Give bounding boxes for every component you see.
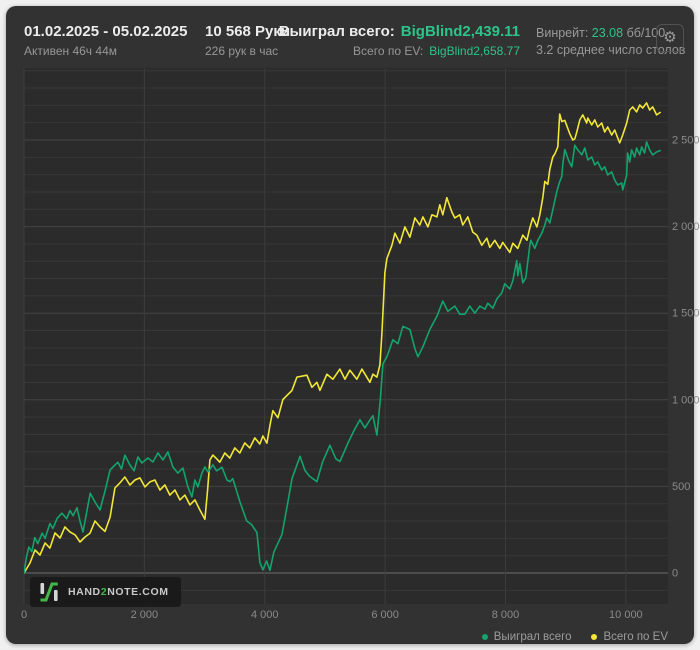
plot-background: [24, 68, 668, 604]
x-tick-label: 4 000: [251, 609, 279, 621]
legend-item-won-total[interactable]: Выиграл всего: [481, 631, 572, 643]
y-tick-label: 0: [672, 568, 678, 580]
legend-item-ev-total[interactable]: Всего по EV: [591, 631, 668, 643]
x-tick-label: 0: [21, 609, 27, 621]
avg-tables: 3.2 среднее число столов: [536, 43, 686, 57]
x-tick-label: 6 000: [371, 609, 399, 621]
hand2note-logo-icon: [40, 582, 58, 602]
winrate-label: Винрейт:: [536, 26, 589, 40]
watermark-text: HAND2NOTE.COM: [68, 586, 169, 598]
y-tick-label: 1 500: [672, 308, 700, 320]
legend-dot-yellow: [591, 634, 598, 640]
legend-label-ev-total: Всего по EV: [603, 631, 668, 643]
won-total-label: Выиграл всего:: [278, 23, 395, 40]
winrate-block: Винрейт: 23.08 бб/100 3.2 среднее число …: [536, 25, 685, 58]
y-tick-label: 1 000: [672, 394, 700, 406]
x-tick-label: 2 000: [131, 609, 159, 621]
series-line-ev-total: [24, 102, 661, 574]
legend-label-won-total: Выиграл всего: [493, 631, 572, 643]
hands-total: 10 568 Руки: [205, 23, 291, 40]
series-line-won-total: [24, 141, 661, 574]
settings-button[interactable]: ⚙: [656, 24, 684, 52]
ev-total-label: Всего по EV:: [353, 44, 424, 58]
y-tick-label: 500: [672, 481, 690, 493]
session-date-block: 01.02.2025 - 05.02.2025 Активен 46ч 44м: [24, 22, 187, 59]
chart-legend: Выиграл всего Всего по EV: [481, 631, 668, 643]
winrate-units: бб/100: [626, 26, 666, 40]
y-tick-label: 2 000: [672, 221, 700, 233]
won-total-value: BigBlind2,439.11: [400, 23, 520, 40]
gear-icon: ⚙: [663, 29, 677, 46]
winnings-block: Выиграл всего: BigBlind2,439.11 Всего по …: [279, 22, 520, 59]
x-tick-label: 10 000: [609, 609, 643, 621]
active-time: Активен 46ч 44м: [24, 44, 117, 58]
hands-block: 10 568 Руки 226 рук в час: [205, 22, 290, 59]
winrate-value: 23.08: [591, 26, 624, 40]
y-tick-label: 2 500: [672, 135, 700, 147]
hand2note-watermark: HAND2NOTE.COM: [30, 577, 181, 607]
hands-per-hour: 226 рук в час: [205, 44, 279, 58]
date-range: 01.02.2025 - 05.02.2025: [24, 23, 188, 40]
ev-total-value: BigBlind2,658.77: [429, 44, 520, 58]
legend-dot-green: [481, 634, 488, 640]
x-tick-label: 8 000: [492, 609, 520, 621]
